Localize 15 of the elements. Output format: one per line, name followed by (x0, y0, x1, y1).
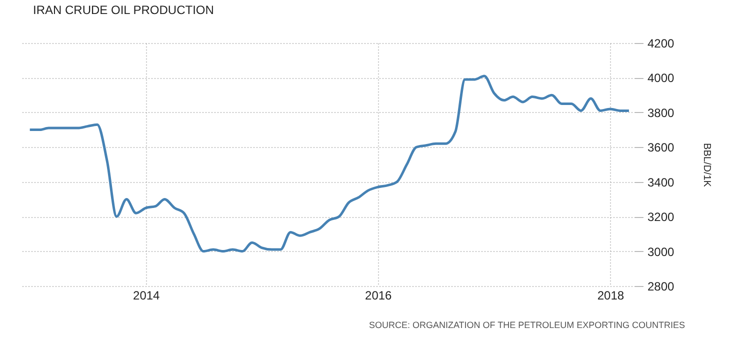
y-tick-label: 4200 (648, 36, 675, 50)
y-tick-label: 2800 (648, 280, 675, 294)
source-note: SOURCE: ORGANIZATION OF THE PETROLEUM EXPORTING COUNTRIES (368, 320, 685, 330)
x-tick-label: 2018 (597, 288, 624, 302)
y-tick-label: 3000 (648, 244, 675, 259)
line-series (28, 74, 630, 253)
x-tick-label: 2016 (365, 288, 392, 302)
y-tick-label: 3200 (648, 210, 675, 224)
y-axis-title: BBL/D/1K (701, 143, 712, 188)
y-tick-label: 3400 (648, 175, 675, 190)
y-tick-label: 3600 (648, 140, 675, 155)
x-tick-label: 2014 (133, 288, 160, 302)
y-tick-label: 3800 (648, 106, 675, 120)
y-tick-label: 4000 (648, 71, 675, 86)
chart-title: IRAN CRUDE OIL PRODUCTION (33, 3, 214, 17)
